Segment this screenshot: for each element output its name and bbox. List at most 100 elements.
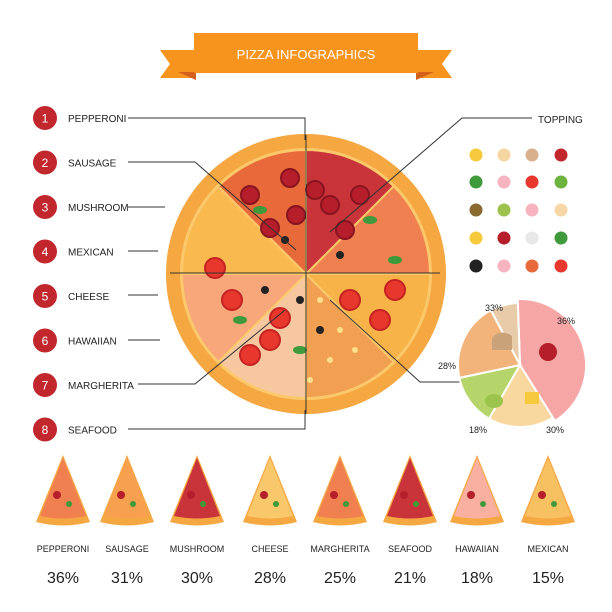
topping-dot-icon	[551, 501, 557, 507]
pepperoni-icon	[350, 185, 370, 205]
olive-icon	[316, 326, 324, 334]
pizza-slice	[305, 271, 396, 400]
pizza-slices	[180, 148, 432, 400]
legend-label: MUSHROOM	[68, 203, 129, 214]
topping-dot-icon	[480, 501, 486, 507]
topping-label: TOPPING	[538, 115, 583, 126]
slice-column: MUSHROOM 30%	[170, 455, 225, 587]
topping-dot-icon	[130, 501, 136, 507]
topping-icon	[525, 175, 539, 189]
topping-icon	[554, 203, 568, 217]
topping-icon	[525, 148, 539, 162]
banner-fold-left	[178, 72, 196, 80]
legend-number: 3	[42, 201, 49, 215]
slice-topping-base	[317, 458, 363, 519]
slice-column: HAWAIIAN 18%	[450, 455, 504, 587]
topping-icon	[554, 148, 568, 162]
slice-name: PEPPERONI	[37, 544, 90, 554]
tomato-icon	[384, 279, 406, 301]
legend-item: 2 SAUSAGE	[33, 150, 117, 175]
leader-line	[329, 299, 470, 383]
topping-icon	[469, 148, 483, 162]
slice-name: MUSHROOM	[170, 544, 225, 554]
pepperoni-icon	[280, 168, 300, 188]
leader-line	[329, 117, 532, 233]
slice-percent: 36%	[47, 570, 79, 587]
legend-label: MEXICAN	[68, 248, 114, 259]
topping-dot-icon	[400, 491, 408, 499]
pepperoni-icon	[286, 205, 306, 225]
pizza-slice	[305, 148, 396, 277]
legend-badge	[33, 328, 57, 353]
legend-item: 8 SEAFOOD	[33, 417, 117, 442]
slice-percent: 25%	[324, 570, 356, 587]
legend-label: MARGHERITA	[68, 381, 134, 392]
topping-icon	[469, 175, 483, 189]
topping-icon	[525, 203, 539, 217]
topping-dot-icon	[413, 501, 419, 507]
topping-dot-icon	[200, 501, 206, 507]
cheese-dot-icon	[337, 327, 343, 333]
topping-icon	[497, 203, 511, 217]
slice-name: SAUSAGE	[105, 544, 149, 554]
cheese-dot-icon	[317, 297, 323, 303]
topping-icon	[497, 175, 511, 189]
topping-dot-icon	[66, 501, 72, 507]
leader-lines	[128, 117, 532, 430]
legend-badge	[33, 284, 57, 308]
legend-number: 2	[42, 156, 49, 170]
slice-percent: 31%	[111, 570, 143, 587]
slice-topping-base	[387, 458, 433, 519]
slice-percent: 18%	[461, 570, 493, 587]
topping-dot-icon	[330, 491, 338, 499]
leader-line	[138, 309, 286, 385]
legend-item: 6 HAWAIIAN	[33, 328, 117, 353]
topping-icon	[554, 259, 568, 273]
pie-slice	[457, 308, 522, 380]
legend-item: 1 PEPPERONI	[33, 106, 126, 130]
topping-icon	[497, 148, 511, 162]
slice-column: MARGHERITA 25%	[310, 455, 370, 587]
slice-row: PEPPERONI 36% SAUSAGE 31% MUSHROOM 30% CHEESE 2…	[36, 455, 575, 587]
pizza-toppings	[204, 168, 406, 383]
tomato-icon	[239, 344, 261, 366]
legend-item: 3 MUSHROOM	[33, 195, 129, 219]
tomato-icon	[204, 257, 226, 279]
basil-icon	[363, 216, 377, 224]
slice-name: MEXICAN	[527, 544, 568, 554]
pie-chart: 36% 30% 18% 28% 33%	[438, 298, 587, 435]
legend-item: 7 MARGHERITA	[33, 373, 134, 397]
legend-badge	[33, 373, 57, 397]
slice-name: HAWAIIAN	[455, 544, 499, 554]
slice-percent: 30%	[181, 570, 213, 587]
topping-dot-icon	[53, 491, 61, 499]
slice-percent: 28%	[254, 570, 286, 587]
topping-grid	[469, 148, 568, 273]
legend-label: CHEESE	[68, 292, 109, 303]
pepperoni-icon	[305, 180, 325, 200]
legend-badge	[33, 417, 57, 442]
tomato-icon	[259, 329, 281, 351]
slice-column: SAUSAGE 31%	[100, 455, 154, 587]
pie-label: 36%	[557, 316, 575, 326]
legend-number: 6	[42, 334, 49, 348]
title-banner: PIZZA INFOGRAPHICS	[160, 33, 452, 80]
topping-icon	[469, 231, 483, 245]
banner-fold-right	[416, 72, 434, 80]
legend-badge	[33, 195, 57, 219]
basil-icon	[233, 316, 247, 324]
cheese-icon	[525, 392, 539, 404]
banner-tail-right	[416, 50, 452, 78]
topping-dot-icon	[187, 491, 195, 499]
basil-icon	[293, 346, 307, 354]
pepperoni-icon	[539, 343, 557, 361]
basil-icon	[388, 256, 402, 264]
olive-icon	[261, 286, 269, 294]
topping-dot-icon	[467, 491, 475, 499]
tomato-icon	[369, 309, 391, 331]
topping-dot-icon	[273, 501, 279, 507]
topping-icon	[469, 259, 483, 273]
topping-dot-icon	[260, 491, 268, 499]
banner-tail-left	[160, 50, 196, 78]
